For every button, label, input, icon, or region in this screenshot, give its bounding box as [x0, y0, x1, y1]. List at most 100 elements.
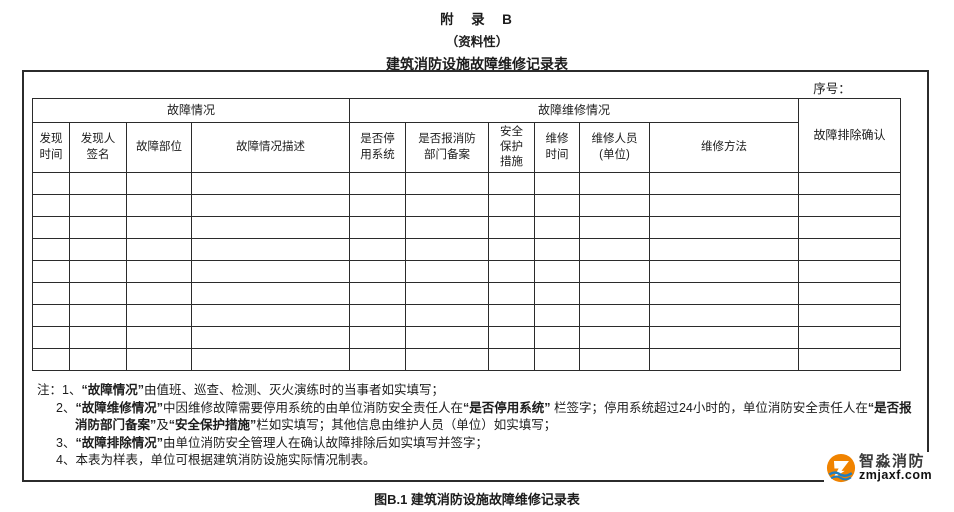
note-item-3: 3、“故障排除情况”由单位消防安全管理人在确认故障排除后如实填写并签字； [56, 435, 488, 450]
empty-cell [534, 172, 581, 195]
empty-cell [488, 172, 536, 195]
empty-cell [798, 326, 902, 349]
appendix-subtitle: （资料性） [445, 35, 509, 49]
empty-cell [798, 216, 902, 239]
empty-cell [69, 348, 127, 371]
empty-cell [798, 260, 902, 283]
empty-cell [349, 216, 407, 239]
empty-cell [32, 304, 70, 327]
note-prefix: 注： [37, 383, 63, 397]
empty-cell [534, 194, 581, 217]
empty-cell [649, 282, 800, 305]
empty-cell [190, 260, 351, 283]
col-header-discovery-time: 发现 时间 [32, 122, 70, 173]
empty-cell [349, 326, 407, 349]
empty-cell [579, 172, 651, 195]
col-header-repair-personnel: 维修人员 (单位) [579, 122, 651, 173]
empty-cell [32, 282, 70, 305]
empty-cell [579, 348, 651, 371]
empty-cell [190, 216, 351, 239]
empty-cell [649, 348, 800, 371]
empty-cell [534, 348, 581, 371]
empty-cell [126, 260, 192, 283]
empty-cell [405, 304, 490, 327]
empty-cell [69, 282, 127, 305]
empty-cell [488, 304, 536, 327]
empty-cell [405, 260, 490, 283]
empty-cell [405, 348, 490, 371]
empty-cell [798, 348, 902, 371]
empty-cell [405, 282, 490, 305]
empty-cell [579, 260, 651, 283]
empty-cell [649, 326, 800, 349]
empty-cell [488, 216, 536, 239]
note-item-2: 2、“故障维修情况”中因维修故障需要停用系统的由单位消防安全责任人在“是否停用系… [56, 400, 912, 433]
col-header-repair-time: 维修 时间 [534, 122, 581, 173]
empty-cell [32, 172, 70, 195]
empty-cell [649, 172, 800, 195]
logo-domain: zmjaxf.com [859, 468, 933, 483]
empty-cell [69, 238, 127, 261]
empty-cell [579, 282, 651, 305]
table-row [32, 194, 902, 217]
empty-cell [649, 260, 800, 283]
note-item-4: 4、本表为样表，单位可根据建筑消防设施实际情况制表。 [56, 453, 376, 468]
empty-cell [190, 238, 351, 261]
empty-cell [190, 304, 351, 327]
table-body [32, 172, 902, 371]
empty-cell [534, 282, 581, 305]
empty-cell [579, 326, 651, 349]
empty-cell [190, 282, 351, 305]
note-item-1: 注：1、“故障情况”由值班、巡查、检测、灭火演练时的当事者如实填写； [37, 383, 444, 397]
empty-cell [405, 326, 490, 349]
empty-cell [32, 194, 70, 217]
empty-cell [349, 238, 407, 261]
table-row [32, 282, 902, 305]
title-block: 附 录 B （资料性） 建筑消防设施故障维修记录表 [0, 8, 954, 74]
empty-cell [69, 172, 127, 195]
empty-cell [126, 326, 192, 349]
empty-cell [798, 172, 902, 195]
empty-cell [405, 172, 490, 195]
col-header-fault-location: 故障部位 [126, 122, 192, 173]
empty-cell [69, 194, 127, 217]
empty-cell [190, 172, 351, 195]
group-header-repair: 故障维修情况 [349, 98, 800, 123]
empty-cell [488, 326, 536, 349]
form-outer-box: 序号： 故障情况 故障维修情况 故障排除确认 发现 时间 发现人 签名 故障部位 [22, 70, 929, 482]
empty-cell [349, 194, 407, 217]
table-row [32, 260, 902, 283]
repair-record-table: 故障情况 故障维修情况 故障排除确认 发现 时间 发现人 签名 故障部位 故障情… [31, 98, 902, 371]
empty-cell [32, 260, 70, 283]
form-title: 建筑消防设施故障维修记录表 [386, 56, 568, 72]
empty-cell [405, 194, 490, 217]
table-row [32, 348, 902, 371]
empty-cell [798, 194, 902, 217]
empty-cell [190, 326, 351, 349]
empty-cell [649, 304, 800, 327]
empty-cell [488, 238, 536, 261]
col-header-discoverer-signature: 发现人 签名 [69, 122, 127, 173]
appendix-title: 附 录 B [440, 12, 514, 27]
empty-cell [32, 348, 70, 371]
empty-cell [649, 238, 800, 261]
empty-cell [349, 260, 407, 283]
zhimiao-logo-icon [826, 453, 856, 483]
empty-cell [69, 260, 127, 283]
empty-cell [349, 172, 407, 195]
empty-cell [126, 282, 192, 305]
empty-cell [534, 260, 581, 283]
empty-cell [126, 194, 192, 217]
empty-cell [579, 216, 651, 239]
zhimiao-logo: 智淼消防 zmjaxf.com [824, 452, 935, 484]
empty-cell [69, 304, 127, 327]
empty-cell [69, 216, 127, 239]
empty-cell [190, 194, 351, 217]
table-row [32, 304, 902, 327]
empty-cell [488, 260, 536, 283]
col-header-system-shutdown: 是否停 用系统 [349, 122, 407, 173]
col-header-fire-dept-record: 是否报消防 部门备案 [405, 122, 490, 173]
group-header-fault: 故障情况 [31, 98, 351, 123]
empty-cell [488, 194, 536, 217]
